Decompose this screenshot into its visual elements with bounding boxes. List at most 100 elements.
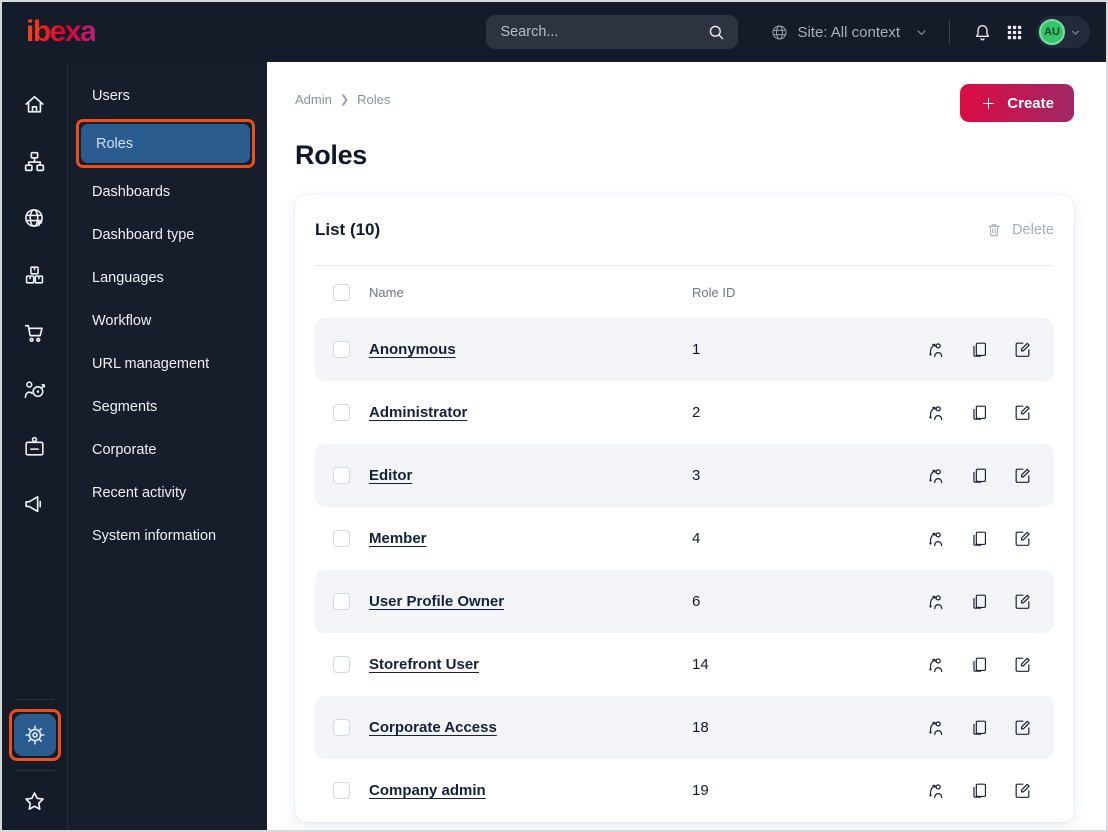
- edit-icon[interactable]: [1012, 529, 1032, 549]
- site-context-dropdown[interactable]: Site: All context: [770, 23, 929, 42]
- edit-icon[interactable]: [1012, 781, 1032, 801]
- campaign-megaphone-icon[interactable]: [11, 475, 59, 532]
- role-name-link[interactable]: Member: [369, 530, 427, 547]
- role-name-link[interactable]: Editor: [369, 467, 413, 484]
- sidebar-item-segments[interactable]: Segments: [92, 398, 158, 415]
- copy-icon[interactable]: [969, 718, 989, 738]
- rail-divider: [14, 699, 55, 700]
- assign-users-icon[interactable]: [926, 466, 946, 486]
- copy-icon[interactable]: [969, 340, 989, 360]
- assign-users-icon[interactable]: [926, 592, 946, 612]
- sidebar-item-roles[interactable]: Roles: [81, 124, 250, 163]
- sidebar-item-users[interactable]: Users: [92, 87, 130, 104]
- edit-icon[interactable]: [1012, 592, 1032, 612]
- trash-icon: [985, 221, 1003, 239]
- site-globe-cursor-icon[interactable]: [11, 190, 59, 247]
- annotation-highlight-roles: Roles: [76, 119, 255, 168]
- assign-users-icon[interactable]: [926, 718, 946, 738]
- row-checkbox[interactable]: [333, 782, 350, 799]
- table-row: Storefront User 14: [315, 633, 1054, 696]
- top-bar: ibexa Site: All context AU: [2, 2, 1106, 62]
- edit-icon[interactable]: [1012, 466, 1032, 486]
- sidebar-item-dashboard-type[interactable]: Dashboard type: [92, 226, 195, 243]
- sidebar-item-system-information[interactable]: System information: [92, 527, 217, 544]
- copy-icon[interactable]: [969, 655, 989, 675]
- role-name-link[interactable]: Storefront User: [369, 656, 480, 673]
- chevron-down-icon: [914, 25, 929, 40]
- edit-icon[interactable]: [1012, 655, 1032, 675]
- sidebar-item-corporate[interactable]: Corporate: [92, 441, 157, 458]
- ibexa-logo: ibexa: [26, 15, 97, 48]
- search-input[interactable]: [500, 24, 708, 40]
- edit-icon[interactable]: [1012, 718, 1032, 738]
- main-content: Admin ❯ Roles Create Roles List (10) Del…: [267, 62, 1106, 830]
- bookmarks-star-icon[interactable]: [11, 780, 59, 822]
- role-name-link[interactable]: Corporate Access: [369, 719, 497, 736]
- sidebar-item-url-management[interactable]: URL management: [92, 355, 210, 372]
- assign-users-icon[interactable]: [926, 340, 946, 360]
- home-icon[interactable]: [11, 76, 59, 133]
- row-checkbox[interactable]: [333, 719, 350, 736]
- commerce-cart-icon[interactable]: [11, 304, 59, 361]
- plus-icon: [980, 95, 997, 112]
- user-menu[interactable]: AU: [1036, 16, 1090, 48]
- role-id: 1: [692, 341, 701, 358]
- sidebar-item-workflow[interactable]: Workflow: [92, 312, 152, 329]
- personalization-target-icon[interactable]: [11, 361, 59, 418]
- products-boxes-icon[interactable]: [11, 247, 59, 304]
- row-checkbox[interactable]: [333, 404, 350, 421]
- assign-users-icon[interactable]: [926, 655, 946, 675]
- role-id: 3: [692, 467, 701, 484]
- role-id: 18: [692, 719, 709, 736]
- sidebar-item-dashboards[interactable]: Dashboards: [92, 183, 171, 200]
- create-button-label: Create: [1007, 94, 1054, 112]
- table-row: Company admin 19: [315, 759, 1054, 822]
- row-checkbox[interactable]: [333, 530, 350, 547]
- edit-icon[interactable]: [1012, 340, 1032, 360]
- assign-users-icon[interactable]: [926, 403, 946, 423]
- role-id: 14: [692, 656, 709, 673]
- role-id: 6: [692, 593, 701, 610]
- table-row: User Profile Owner 6: [315, 570, 1054, 633]
- table-row: Member 4: [315, 507, 1054, 570]
- corporate-badge-icon[interactable]: [11, 418, 59, 475]
- copy-icon[interactable]: [969, 529, 989, 549]
- breadcrumb-admin[interactable]: Admin: [295, 92, 332, 107]
- sidebar-item-languages[interactable]: Languages: [92, 269, 164, 286]
- icon-rail: [2, 62, 68, 830]
- global-search[interactable]: [486, 15, 739, 49]
- column-header-name: Name: [369, 284, 404, 300]
- edit-icon[interactable]: [1012, 403, 1032, 423]
- select-all-checkbox[interactable]: [333, 283, 350, 301]
- copy-icon[interactable]: [969, 592, 989, 612]
- notifications-bell-icon[interactable]: [966, 16, 998, 48]
- admin-sidebar: Users Roles Dashboards Dashboard type La…: [68, 62, 267, 830]
- content-tree-icon[interactable]: [11, 133, 59, 190]
- role-name-link[interactable]: Anonymous: [369, 341, 456, 358]
- role-name-link[interactable]: Administrator: [369, 404, 468, 421]
- assign-users-icon[interactable]: [926, 529, 946, 549]
- sidebar-item-recent-activity[interactable]: Recent activity: [92, 484, 187, 501]
- settings-gear-icon[interactable]: [13, 714, 56, 756]
- row-checkbox[interactable]: [333, 467, 350, 484]
- row-checkbox[interactable]: [333, 341, 350, 358]
- role-name-link[interactable]: Company admin: [369, 782, 486, 799]
- role-id: 2: [692, 404, 701, 421]
- copy-icon[interactable]: [969, 403, 989, 423]
- delete-button-label: Delete: [1012, 222, 1054, 238]
- table-row: Administrator 2: [315, 381, 1054, 444]
- create-button[interactable]: Create: [960, 84, 1074, 122]
- app-grid-icon[interactable]: [998, 16, 1030, 48]
- role-name-link[interactable]: User Profile Owner: [369, 593, 505, 610]
- row-checkbox[interactable]: [333, 656, 350, 673]
- topbar-divider: [949, 20, 950, 44]
- search-icon[interactable]: [707, 23, 726, 42]
- page-title: Roles: [295, 140, 368, 170]
- delete-button[interactable]: Delete: [985, 221, 1054, 239]
- row-checkbox[interactable]: [333, 593, 350, 610]
- breadcrumb: Admin ❯ Roles: [295, 92, 390, 107]
- assign-users-icon[interactable]: [926, 781, 946, 801]
- copy-icon[interactable]: [969, 781, 989, 801]
- copy-icon[interactable]: [969, 466, 989, 486]
- annotation-highlight-settings: [8, 709, 61, 761]
